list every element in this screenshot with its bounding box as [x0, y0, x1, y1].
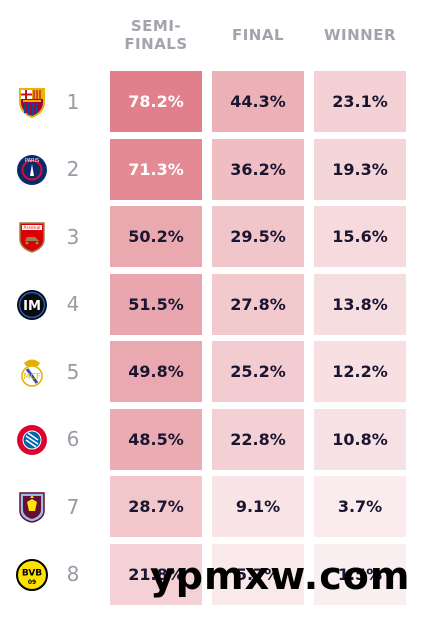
psg-crest-icon: PARIS	[15, 153, 49, 187]
table-row: BVB 09 8 21.8% 5.7% 1.5%	[0, 543, 421, 605]
final-probability-cell: 9.1%	[212, 476, 304, 537]
semifinals-probability-cell: 71.3%	[110, 138, 202, 200]
semifinals-probability-cell: 28.7%	[110, 476, 202, 537]
semifinals-probability-cell: 78.2%	[110, 71, 202, 132]
table-row: IM 4 51.5% 27.8% 13.8%	[0, 273, 421, 335]
winner-probability-cell: 3.7%	[314, 476, 406, 537]
bayern-crest-icon	[15, 423, 49, 457]
winner-probability-cell: 13.8%	[314, 273, 406, 335]
table-row: 6 48.5% 22.8% 10.8%	[0, 408, 421, 470]
semifinals-probability-cell: 51.5%	[110, 273, 202, 335]
winner-probability-cell: 23.1%	[314, 71, 406, 132]
semifinals-probability-cell: 49.8%	[110, 341, 202, 402]
real-madrid-crest-icon: MCF	[15, 355, 49, 389]
table-row: 7 28.7% 9.1% 3.7%	[0, 476, 421, 537]
rank-number: 2	[66, 157, 80, 181]
final-probability-cell: 44.3%	[212, 71, 304, 132]
winner-probability-cell: 12.2%	[314, 341, 406, 402]
header-winner: WINNER	[323, 26, 397, 44]
rank-number: 8	[66, 562, 80, 586]
svg-text:BVB: BVB	[22, 568, 42, 578]
dortmund-crest-icon: BVB 09	[15, 558, 49, 592]
table-row: MCF 5 49.8% 25.2% 12.2%	[0, 341, 421, 402]
svg-text:MCF: MCF	[23, 372, 40, 381]
rank-number: 6	[66, 427, 80, 451]
rank-number: 4	[66, 292, 80, 316]
final-probability-cell: 25.2%	[212, 341, 304, 402]
svg-text:Arsenal: Arsenal	[24, 225, 41, 231]
header-final: FINAL	[231, 26, 285, 44]
final-probability-cell: 22.8%	[212, 408, 304, 470]
final-probability-cell: 5.7%	[212, 543, 304, 605]
winner-probability-cell: 1.5%	[314, 543, 406, 605]
arsenal-crest-icon: Arsenal	[15, 220, 49, 254]
svg-text:PARIS: PARIS	[25, 158, 39, 164]
final-probability-cell: 36.2%	[212, 138, 304, 200]
winner-probability-cell: 15.6%	[314, 206, 406, 267]
svg-text:09: 09	[28, 579, 36, 586]
table-row: Arsenal 3 50.2% 29.5% 15.6%	[0, 206, 421, 267]
table-header: SEMI- FINALS FINAL WINNER	[0, 14, 421, 56]
rank-number: 5	[66, 359, 80, 384]
rank-number: 7	[66, 494, 80, 519]
table-row: 1 78.2% 44.3% 23.1%	[0, 71, 421, 132]
semifinals-probability-cell: 48.5%	[110, 408, 202, 470]
aston-villa-crest-icon	[15, 490, 49, 524]
watermark-text: ypmxw.com	[150, 554, 411, 598]
svg-text:IM: IM	[23, 299, 41, 314]
table-row: PARIS 2 71.3% 36.2% 19.3%	[0, 138, 421, 200]
rank-number: 3	[66, 224, 80, 249]
semifinals-probability-cell: 50.2%	[110, 206, 202, 267]
barcelona-crest-icon	[15, 85, 49, 119]
inter-crest-icon: IM	[15, 288, 49, 322]
rank-number: 1	[66, 89, 80, 114]
header-semifinals: SEMI- FINALS	[124, 17, 188, 53]
winner-probability-cell: 19.3%	[314, 138, 406, 200]
final-probability-cell: 27.8%	[212, 273, 304, 335]
winner-probability-cell: 10.8%	[314, 408, 406, 470]
final-probability-cell: 29.5%	[212, 206, 304, 267]
semifinals-probability-cell: 21.8%	[110, 543, 202, 605]
